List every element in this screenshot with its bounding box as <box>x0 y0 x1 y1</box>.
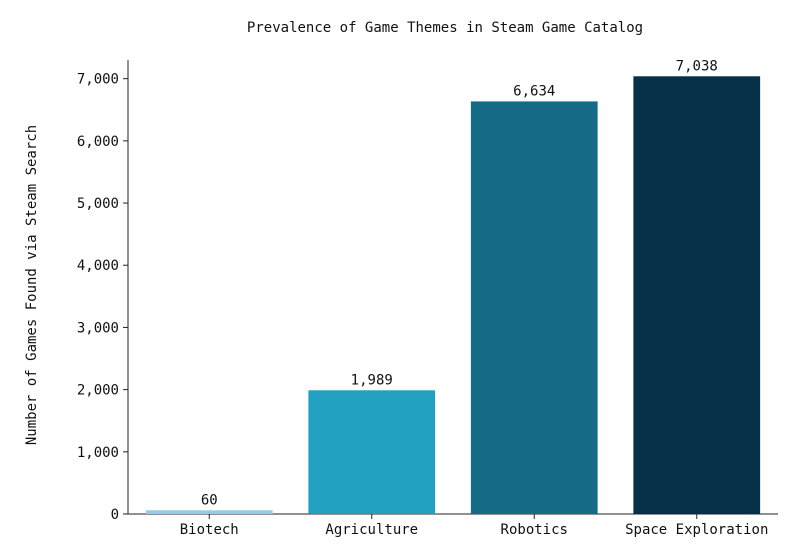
data-label: 60 <box>201 492 218 508</box>
y-tick-label: 2,000 <box>77 383 119 399</box>
x-ticks: Biotech Agriculture Robotics Space Explorat… <box>180 514 768 538</box>
data-label: 6,634 <box>513 83 555 99</box>
y-tick-label: 1,000 <box>77 445 119 461</box>
bar-biotech <box>145 510 273 514</box>
x-tick-label: Space Exploration <box>625 522 768 538</box>
y-tick-label: 6,000 <box>77 134 119 150</box>
bars: 60 1,989 6,634 7,038 <box>145 58 761 514</box>
data-label: 1,989 <box>351 372 393 388</box>
bar-agriculture <box>308 390 436 514</box>
y-tick-label: 5,000 <box>77 196 119 212</box>
x-tick-label: Agriculture <box>325 522 418 538</box>
data-label: 7,038 <box>676 58 718 74</box>
bar-robotics <box>470 101 598 514</box>
x-tick-label: Biotech <box>180 522 239 538</box>
y-tick-label: 4,000 <box>77 258 119 274</box>
y-tick-label: 7,000 <box>77 72 119 88</box>
x-tick-label: Robotics <box>501 522 568 538</box>
chart-title: Prevalence of Game Themes in Steam Game … <box>247 20 643 36</box>
y-axis-label: Number of Games Found via Steam Search <box>24 125 40 445</box>
y-tick-label: 0 <box>111 507 119 523</box>
bar-space-exploration <box>633 76 761 514</box>
y-tick-label: 3,000 <box>77 320 119 336</box>
y-ticks: 0 1,000 2,000 3,000 4,000 5,000 6,000 7,000 <box>77 72 128 523</box>
